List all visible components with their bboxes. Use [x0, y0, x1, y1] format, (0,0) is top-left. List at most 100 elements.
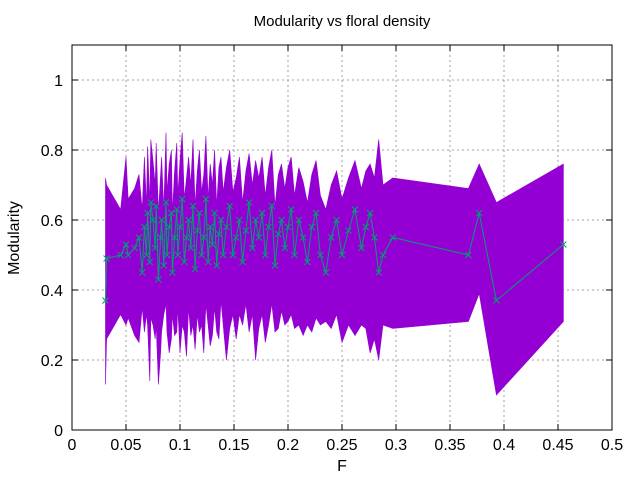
data-point: [219, 251, 227, 259]
data-point: [226, 202, 234, 210]
data-point: [312, 209, 320, 217]
data-point: [117, 251, 124, 259]
series-line: [105, 198, 564, 302]
data-point: [236, 216, 243, 224]
data-point: [162, 199, 170, 206]
data-point: [174, 251, 182, 259]
data-point: [322, 269, 330, 276]
data-point: [317, 251, 324, 259]
y-tick-label: 1: [54, 73, 63, 90]
data-point: [371, 234, 378, 241]
y-tick-label: 0: [54, 423, 63, 440]
x-tick-label: 0.35: [434, 437, 465, 454]
data-point: [163, 251, 171, 259]
data-point: [176, 223, 184, 231]
data-point: [180, 258, 188, 266]
data-point: [146, 258, 154, 266]
data-point: [268, 202, 276, 210]
x-tick-label: 0.15: [218, 437, 249, 454]
data-point: [232, 234, 240, 241]
data-point: [379, 251, 387, 259]
data-point: [338, 251, 346, 259]
data-point: [465, 251, 472, 259]
data-point: [143, 251, 150, 259]
data-point: [157, 234, 164, 241]
data-point: [245, 199, 253, 206]
data-point: [284, 223, 292, 231]
data-point: [308, 223, 316, 231]
data-point: [271, 262, 279, 269]
data-point: [209, 241, 216, 248]
data-point: [258, 209, 266, 217]
y-tick-label: 0.8: [41, 143, 63, 160]
data-point: [155, 276, 162, 283]
data-point: [252, 216, 259, 224]
chart-title: Modularity vs floral density: [254, 13, 431, 30]
data-point: [149, 216, 157, 224]
data-point: [299, 234, 307, 241]
data-point: [204, 258, 212, 266]
x-tick-label: 0.05: [110, 437, 141, 454]
data-point: [178, 195, 186, 203]
data-point: [295, 216, 303, 224]
data-point: [362, 223, 370, 231]
data-point: [375, 269, 383, 276]
data-point: [168, 209, 175, 217]
data-point: [189, 202, 197, 210]
data-point: [358, 244, 365, 252]
data-point: [291, 251, 298, 259]
data-point: [124, 251, 132, 259]
data-point: [103, 255, 110, 262]
data-point: [389, 234, 397, 241]
data-point: [249, 244, 256, 252]
data-point: [165, 223, 173, 231]
data-point: [327, 234, 335, 241]
data-point: [160, 262, 168, 269]
x-tick-label: 0.2: [277, 437, 299, 454]
data-point: [122, 241, 130, 248]
x-tick-label: 0.1: [169, 437, 191, 454]
y-tick-labels: 0 0.2 0.4 0.6 0.8 1: [41, 73, 63, 440]
x-tick-label: 0.4: [493, 437, 515, 454]
data-point: [265, 223, 272, 231]
x-axis-label: F: [337, 458, 347, 475]
data-point: [217, 216, 225, 224]
y-tick-label: 0.4: [41, 283, 63, 300]
data-point: [239, 258, 246, 266]
data-point: [141, 223, 148, 231]
data-point: [138, 269, 146, 276]
y-tick-label: 0.2: [41, 353, 63, 370]
data-point: [151, 244, 159, 252]
data-point: [223, 223, 230, 231]
data-point: [102, 297, 109, 304]
data-point: [185, 216, 192, 224]
data-point: [560, 241, 567, 248]
data-point: [191, 265, 199, 273]
plot-area: [102, 132, 567, 396]
data-point: [144, 209, 151, 217]
data-point: [147, 199, 155, 206]
data-point: [255, 234, 263, 241]
data-point: [281, 244, 289, 252]
y-axis-label: Modularity: [6, 201, 23, 275]
data-point: [215, 230, 223, 238]
x-tick-label: 0: [68, 437, 77, 454]
data-point: [242, 227, 250, 234]
data-point: [274, 230, 282, 238]
data-point: [193, 227, 201, 234]
data-point: [213, 262, 221, 269]
data-point: [366, 209, 374, 217]
data-point: [278, 216, 285, 224]
data-point: [171, 234, 178, 241]
data-point: [493, 297, 500, 304]
x-tick-label: 0.25: [326, 437, 357, 454]
data-point: [304, 258, 311, 266]
data-point: [135, 234, 143, 241]
x-tick-label: 0.45: [542, 437, 573, 454]
data-point: [152, 202, 160, 210]
data-point: [229, 251, 237, 259]
data-point: [333, 216, 340, 224]
data-point: [198, 251, 205, 259]
data-point: [261, 251, 269, 259]
